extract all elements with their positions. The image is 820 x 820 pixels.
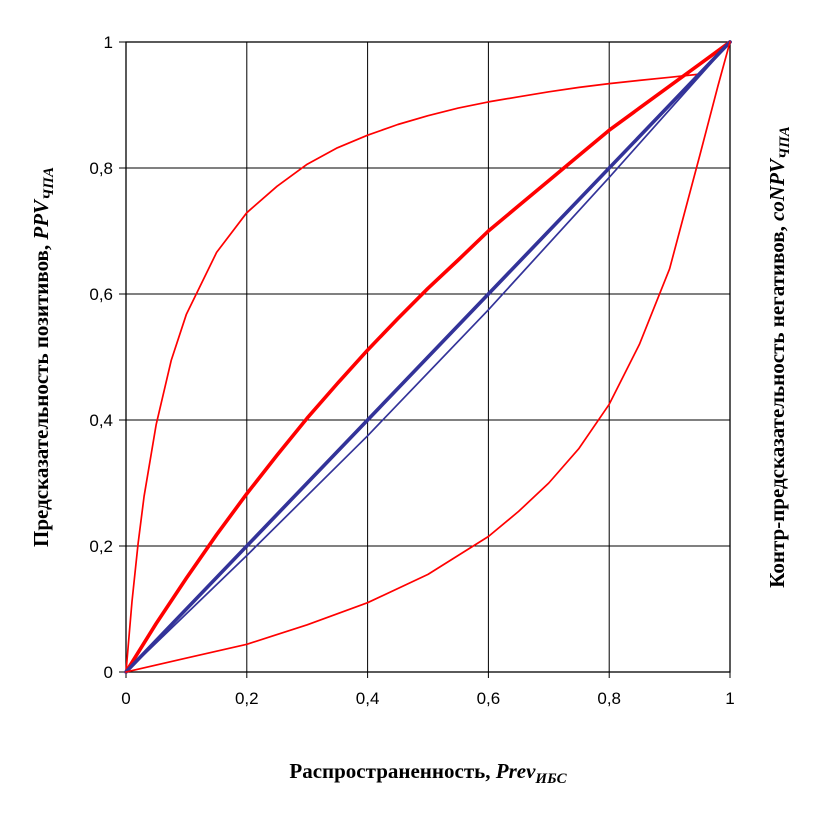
y-tick-label: 1 [104,33,113,52]
x-axis-title-text: Распространенность, [289,759,495,783]
y-tick-label: 0,4 [89,411,113,430]
x-axis-title: Распространенность, PrevИБС [289,759,567,787]
x-tick-label: 0,2 [235,689,259,708]
x-axis-title-sub: ИБС [534,771,567,787]
series-group [124,40,732,674]
x-tick-label: 0 [121,689,130,708]
y-axis-title-right-sub: ЧПА [777,126,793,159]
y-axis-title-left-sub: ЧПА [41,167,57,200]
series-line-3 [124,40,732,674]
grid [126,42,730,672]
y-axis-title-left-var: PPV [29,198,53,241]
y-tick-labels: 0 0,2 0,4 0,6 0,8 1 [89,33,113,682]
y-axis-title-right-var: coNPV [765,157,789,221]
y-axis-title-right-text: Контр-предсказательность негативов, [765,221,789,588]
y-tick-label: 0,2 [89,537,113,556]
x-tick-label: 0,8 [597,689,621,708]
plot-frame [125,41,731,673]
x-tick-label: 0,6 [477,689,501,708]
y-axis-title-left: Предсказательность позитивов, PPVЧПА [29,167,57,547]
y-tick-label: 0 [104,663,113,682]
y-tick-label: 0,8 [89,159,113,178]
x-axis-title-var: Prev [495,759,536,783]
y-axis-title-right: Контр-предсказательность негативов, coNP… [765,126,793,588]
x-tick-label: 0,4 [356,689,380,708]
y-tick-label: 0,6 [89,285,113,304]
series-line-5 [125,41,731,673]
y-axis-title-left-text: Предсказательность позитивов, [29,240,53,547]
series-line-4 [125,41,731,673]
series-line-2 [124,40,732,674]
x-tick-labels: 0 0,2 0,4 0,6 0,8 1 [121,689,734,708]
series-line-1 [125,41,731,673]
x-tick-label: 1 [725,689,734,708]
